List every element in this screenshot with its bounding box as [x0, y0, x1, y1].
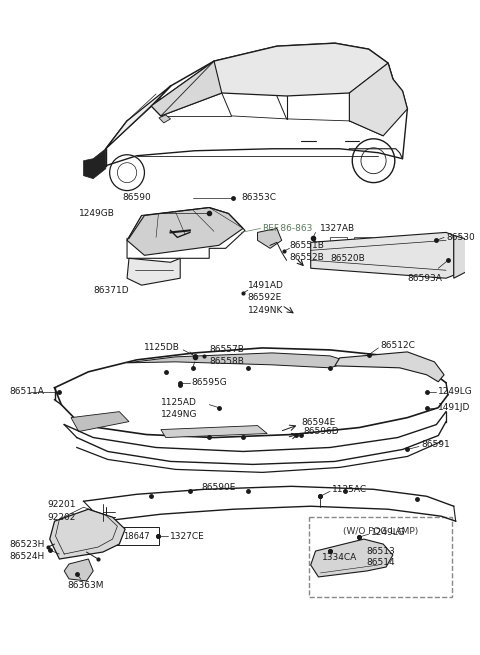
Text: 86520B: 86520B [330, 253, 365, 263]
Polygon shape [335, 352, 444, 382]
Polygon shape [106, 86, 170, 149]
Text: 1125AC: 1125AC [332, 485, 367, 494]
Text: 1249LG: 1249LG [438, 387, 473, 396]
Bar [309, 517, 452, 597]
Text: 86524H: 86524H [9, 552, 44, 561]
Text: 1125DB: 1125DB [144, 343, 180, 352]
Bar [403, 237, 420, 248]
Text: 1327CE: 1327CE [169, 532, 204, 540]
Polygon shape [127, 208, 243, 255]
Text: 86514: 86514 [366, 559, 395, 567]
Text: 86558B: 86558B [209, 358, 244, 366]
Text: 1491JD: 1491JD [438, 403, 471, 412]
Text: 86552B: 86552B [289, 253, 324, 262]
Text: 86594E: 86594E [301, 418, 336, 427]
Text: 1249LG: 1249LG [371, 528, 406, 536]
Polygon shape [84, 149, 106, 179]
Text: 1334CA: 1334CA [322, 553, 358, 561]
Text: 1327AB: 1327AB [320, 224, 356, 233]
Text: 18647: 18647 [123, 532, 150, 540]
Polygon shape [127, 353, 349, 368]
Polygon shape [258, 229, 282, 248]
Bar [378, 237, 396, 248]
Text: 86530: 86530 [446, 233, 475, 242]
Polygon shape [349, 63, 408, 136]
Text: 1249GB: 1249GB [79, 209, 115, 218]
Polygon shape [151, 43, 393, 116]
Text: 1491AD: 1491AD [248, 281, 284, 290]
Text: 86592E: 86592E [248, 293, 282, 302]
Text: 86557B: 86557B [209, 345, 244, 354]
Polygon shape [127, 258, 180, 285]
Text: REF.86-863: REF.86-863 [263, 224, 313, 233]
Polygon shape [50, 509, 125, 559]
Text: (W/O FOG LAMP): (W/O FOG LAMP) [343, 527, 418, 536]
Polygon shape [161, 426, 267, 438]
Text: 86523H: 86523H [9, 540, 45, 549]
Text: 86353C: 86353C [241, 193, 276, 202]
Polygon shape [311, 539, 393, 577]
Text: 86593A: 86593A [408, 274, 442, 283]
Bar [116, 527, 159, 545]
Polygon shape [454, 235, 468, 278]
Text: 1125AD: 1125AD [161, 398, 197, 407]
Text: 86513: 86513 [366, 546, 395, 555]
Polygon shape [159, 115, 170, 123]
Text: 86595G: 86595G [192, 379, 228, 387]
Text: 86590: 86590 [122, 193, 151, 202]
Text: 86363M: 86363M [67, 582, 104, 590]
Polygon shape [311, 233, 454, 278]
Text: 86591: 86591 [421, 440, 450, 449]
Text: 86371D: 86371D [93, 286, 129, 295]
Polygon shape [64, 559, 93, 581]
Bar [427, 237, 444, 248]
Polygon shape [151, 61, 222, 116]
Text: 86596D: 86596D [303, 427, 338, 436]
Text: 86551B: 86551B [289, 241, 324, 250]
Text: 86512C: 86512C [380, 341, 415, 350]
Text: 1249NK: 1249NK [248, 306, 283, 314]
Text: 92201: 92201 [48, 500, 76, 509]
Text: 92202: 92202 [48, 513, 76, 521]
Bar [354, 237, 372, 248]
Text: 86590E: 86590E [202, 483, 236, 492]
Polygon shape [71, 411, 129, 432]
Text: 1249NG: 1249NG [161, 410, 197, 419]
Text: 86511A: 86511A [9, 387, 44, 396]
Bar [330, 237, 348, 248]
